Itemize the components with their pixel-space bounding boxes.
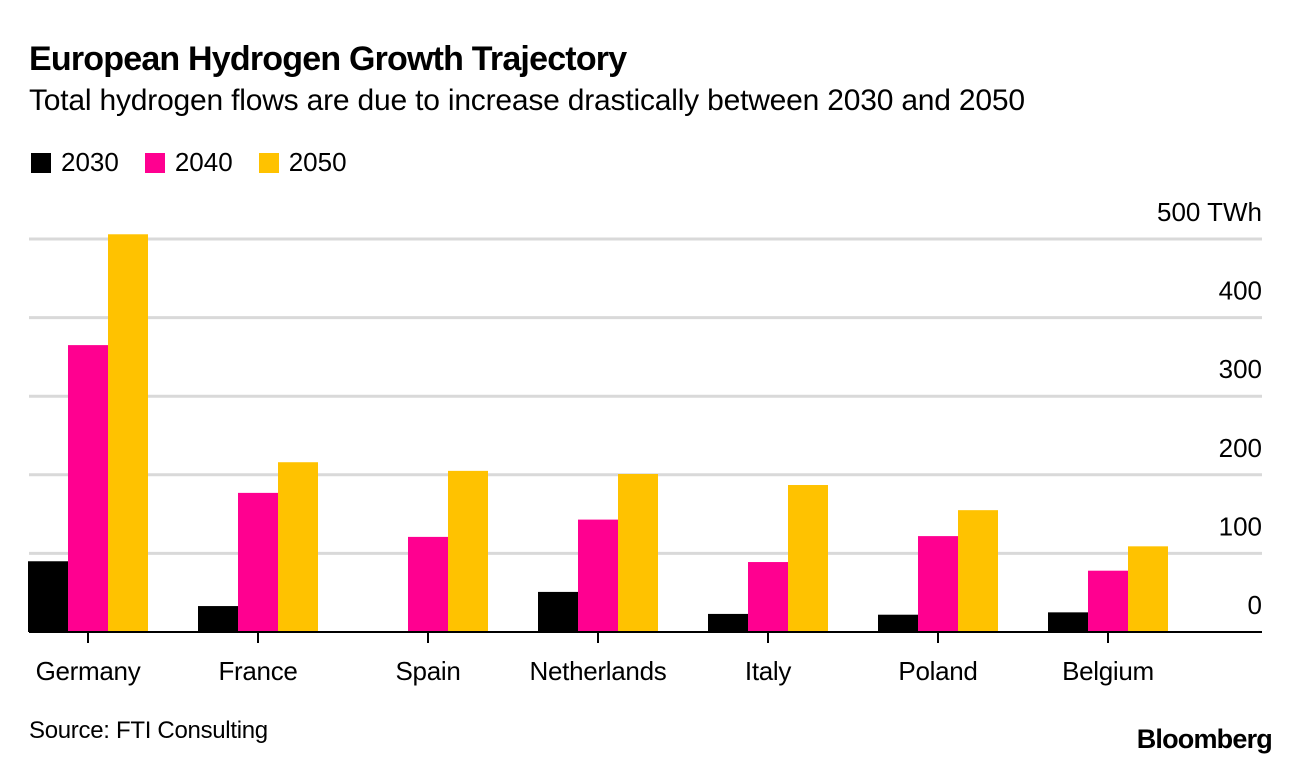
legend-item-2050: 2050: [258, 147, 347, 178]
bar-netherlands-2030: [538, 591, 578, 632]
x-tick-label-germany: Germany: [36, 656, 141, 686]
bar-france-2030: [198, 606, 238, 632]
x-tick-label-spain: Spain: [396, 656, 461, 686]
bar-spain-2050: [448, 470, 488, 632]
bar-italy-2040: [748, 562, 788, 632]
y-tick-label-400: 400: [1219, 276, 1262, 306]
x-tick-label-netherlands: Netherlands: [530, 656, 667, 686]
bar-germany-2050: [108, 234, 148, 632]
bar-france-2040: [238, 492, 278, 632]
bar-belgium-2040: [1088, 570, 1128, 632]
y-tick-label-100: 100: [1219, 511, 1262, 541]
chart-title: European Hydrogen Growth Trajectory: [29, 40, 627, 78]
x-axis: [29, 631, 1262, 643]
legend-item-2030: 2030: [31, 147, 119, 178]
y-axis-labels: 0 100 200 300 400 500 TWh: [1157, 197, 1262, 620]
x-tick-label-france: France: [218, 656, 297, 686]
bar-netherlands-2040: [578, 519, 618, 632]
y-tick-label-0: 0: [1248, 590, 1262, 620]
bar-poland-2030: [878, 614, 918, 632]
legend: 2030 2040 2050: [31, 147, 373, 178]
y-tick-label-300: 300: [1219, 354, 1262, 384]
bar-italy-2050: [788, 485, 828, 632]
legend-label-2040: 2040: [174, 147, 233, 177]
bar-belgium-2050: [1128, 546, 1168, 632]
y-tick-label-200: 200: [1219, 433, 1262, 463]
x-axis-labels: Germany France Spain Netherlands Italy Poland…: [36, 656, 1155, 686]
x-tick-label-poland: Poland: [898, 656, 977, 686]
bar-italy-2030: [708, 613, 748, 632]
bar-germany-2030: [28, 561, 68, 632]
brand-logo: Bloomberg: [1136, 724, 1273, 754]
bar-germany-2040: [68, 345, 108, 632]
legend-swatch-2040: [144, 152, 165, 173]
y-tick-label-500: 500 TWh: [1157, 197, 1262, 227]
legend-swatch-2050: [258, 152, 279, 173]
bar-spain-2040: [408, 536, 448, 632]
source-note: Source: FTI Consulting: [29, 717, 268, 744]
bar-netherlands-2050: [618, 474, 658, 632]
legend-item-2040: 2040: [144, 147, 233, 178]
bar-poland-2040: [918, 536, 958, 632]
x-tick-label-italy: Italy: [745, 656, 791, 686]
bars: [28, 234, 1168, 632]
legend-swatch-2030: [31, 152, 51, 173]
bar-poland-2050: [958, 510, 998, 632]
legend-label-2030: 2030: [61, 147, 119, 177]
bar-belgium-2030: [1048, 612, 1088, 632]
bar-france-2050: [278, 462, 318, 632]
chart-subtitle: Total hydrogen flows are due to increase…: [29, 84, 1025, 117]
legend-label-2050: 2050: [288, 147, 347, 177]
x-tick-label-belgium: Belgium: [1062, 656, 1154, 686]
